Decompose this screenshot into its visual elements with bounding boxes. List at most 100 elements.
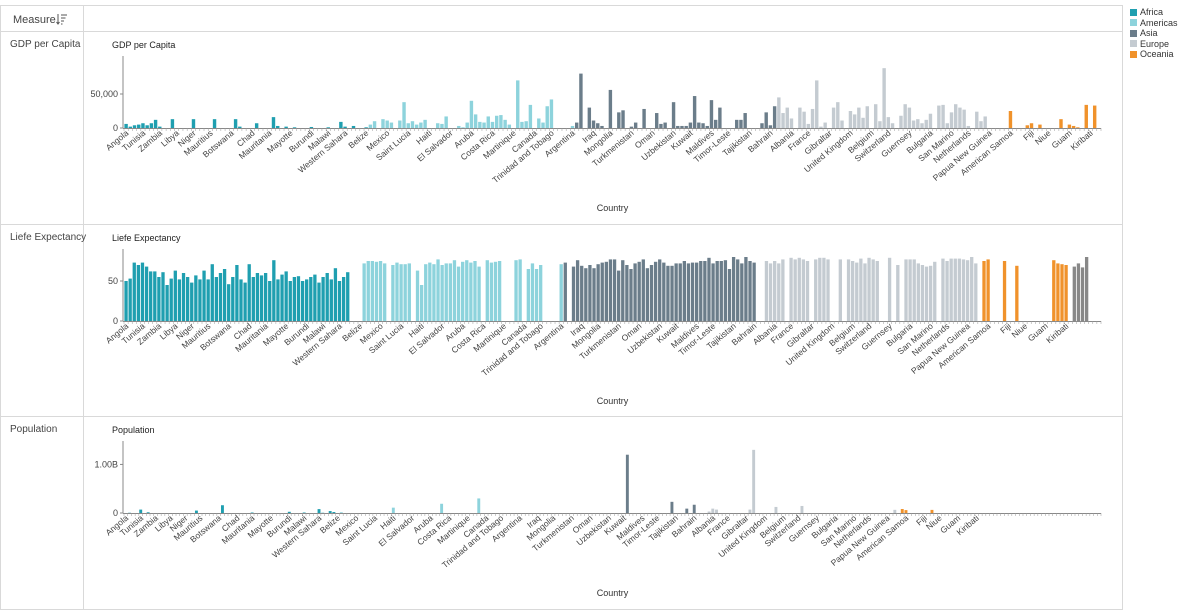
bar[interactable] <box>210 264 214 321</box>
bar[interactable] <box>332 512 336 513</box>
bar[interactable] <box>703 261 707 321</box>
bar[interactable] <box>378 261 383 321</box>
bar[interactable] <box>235 265 239 321</box>
bar[interactable] <box>516 80 520 128</box>
bar[interactable] <box>731 257 736 321</box>
bar[interactable] <box>309 126 314 128</box>
bar[interactable] <box>141 123 145 128</box>
bar[interactable] <box>715 509 718 513</box>
bar[interactable] <box>140 262 145 321</box>
bar[interactable] <box>395 262 399 321</box>
bar[interactable] <box>806 123 811 128</box>
bar[interactable] <box>695 262 699 321</box>
bar[interactable] <box>465 122 469 128</box>
bar[interactable] <box>941 104 945 128</box>
bar[interactable] <box>975 111 979 128</box>
bar[interactable] <box>663 122 667 128</box>
bar[interactable] <box>1008 111 1013 128</box>
bar[interactable] <box>541 122 545 128</box>
bar[interactable] <box>819 126 823 128</box>
bar[interactable] <box>473 114 478 128</box>
bar[interactable] <box>575 122 579 128</box>
bar[interactable] <box>549 99 554 128</box>
bar[interactable] <box>937 105 941 128</box>
bar[interactable] <box>1052 260 1056 321</box>
bar[interactable] <box>173 270 177 321</box>
bar[interactable] <box>692 96 697 128</box>
bar[interactable] <box>810 108 815 128</box>
bar[interactable] <box>831 107 836 128</box>
bar[interactable] <box>478 121 482 128</box>
bar[interactable] <box>873 104 878 128</box>
bar[interactable] <box>520 121 524 128</box>
bar[interactable] <box>604 261 608 321</box>
bar[interactable] <box>692 504 696 513</box>
bar[interactable] <box>227 284 231 321</box>
bar[interactable] <box>1084 257 1089 321</box>
bar[interactable] <box>986 259 990 321</box>
bar[interactable] <box>144 266 149 321</box>
bar[interactable] <box>202 270 206 321</box>
bar[interactable] <box>861 117 865 128</box>
bar[interactable] <box>958 107 962 128</box>
bar[interactable] <box>414 124 419 128</box>
bar[interactable] <box>920 123 924 128</box>
bar[interactable] <box>292 277 297 321</box>
bar[interactable] <box>469 100 474 128</box>
bar[interactable] <box>132 262 136 321</box>
bar[interactable] <box>124 281 128 321</box>
bar[interactable] <box>287 511 291 513</box>
bar[interactable] <box>368 124 373 128</box>
bar[interactable] <box>887 257 892 321</box>
bar[interactable] <box>608 259 613 321</box>
bar[interactable] <box>682 261 686 321</box>
bar[interactable] <box>805 261 810 321</box>
bar[interactable] <box>305 279 309 321</box>
bar[interactable] <box>697 122 701 128</box>
bar[interactable] <box>878 121 882 128</box>
bar[interactable] <box>633 122 638 128</box>
bar[interactable] <box>773 261 777 321</box>
bar[interactable] <box>473 261 477 321</box>
bar[interactable] <box>666 265 670 321</box>
bar[interactable] <box>499 115 503 128</box>
bar[interactable] <box>440 503 444 513</box>
bar[interactable] <box>785 107 789 128</box>
bar[interactable] <box>1092 105 1097 128</box>
bar[interactable] <box>970 257 974 321</box>
bar[interactable] <box>346 272 350 321</box>
bar[interactable] <box>259 275 264 321</box>
bar[interactable] <box>815 80 819 128</box>
bar[interactable] <box>146 512 150 513</box>
bar[interactable] <box>777 263 781 321</box>
bar[interactable] <box>826 259 830 321</box>
bar[interactable] <box>774 506 778 513</box>
bar[interactable] <box>916 263 920 321</box>
bar[interactable] <box>284 271 288 321</box>
bar[interactable] <box>890 123 895 128</box>
bar[interactable] <box>177 279 182 321</box>
bar[interactable] <box>518 259 522 321</box>
bar[interactable] <box>743 113 747 128</box>
bar[interactable] <box>713 119 718 128</box>
bar[interactable] <box>374 261 379 321</box>
bar[interactable] <box>711 263 715 321</box>
bar[interactable] <box>489 262 494 321</box>
bar[interactable] <box>1060 264 1064 321</box>
bar[interactable] <box>979 121 983 128</box>
bar[interactable] <box>1029 123 1034 128</box>
bar[interactable] <box>875 261 879 321</box>
bar[interactable] <box>658 259 662 321</box>
bar[interactable] <box>608 89 613 128</box>
bar[interactable] <box>709 100 714 128</box>
bar[interactable] <box>461 261 465 321</box>
bar[interactable] <box>587 107 592 128</box>
bar[interactable] <box>718 107 722 128</box>
bar[interactable] <box>343 126 347 128</box>
bar[interactable] <box>339 512 343 513</box>
bar[interactable] <box>415 270 420 321</box>
bar[interactable] <box>772 106 777 128</box>
bar[interactable] <box>362 263 366 321</box>
bar[interactable] <box>490 121 495 128</box>
bar[interactable] <box>781 259 785 321</box>
